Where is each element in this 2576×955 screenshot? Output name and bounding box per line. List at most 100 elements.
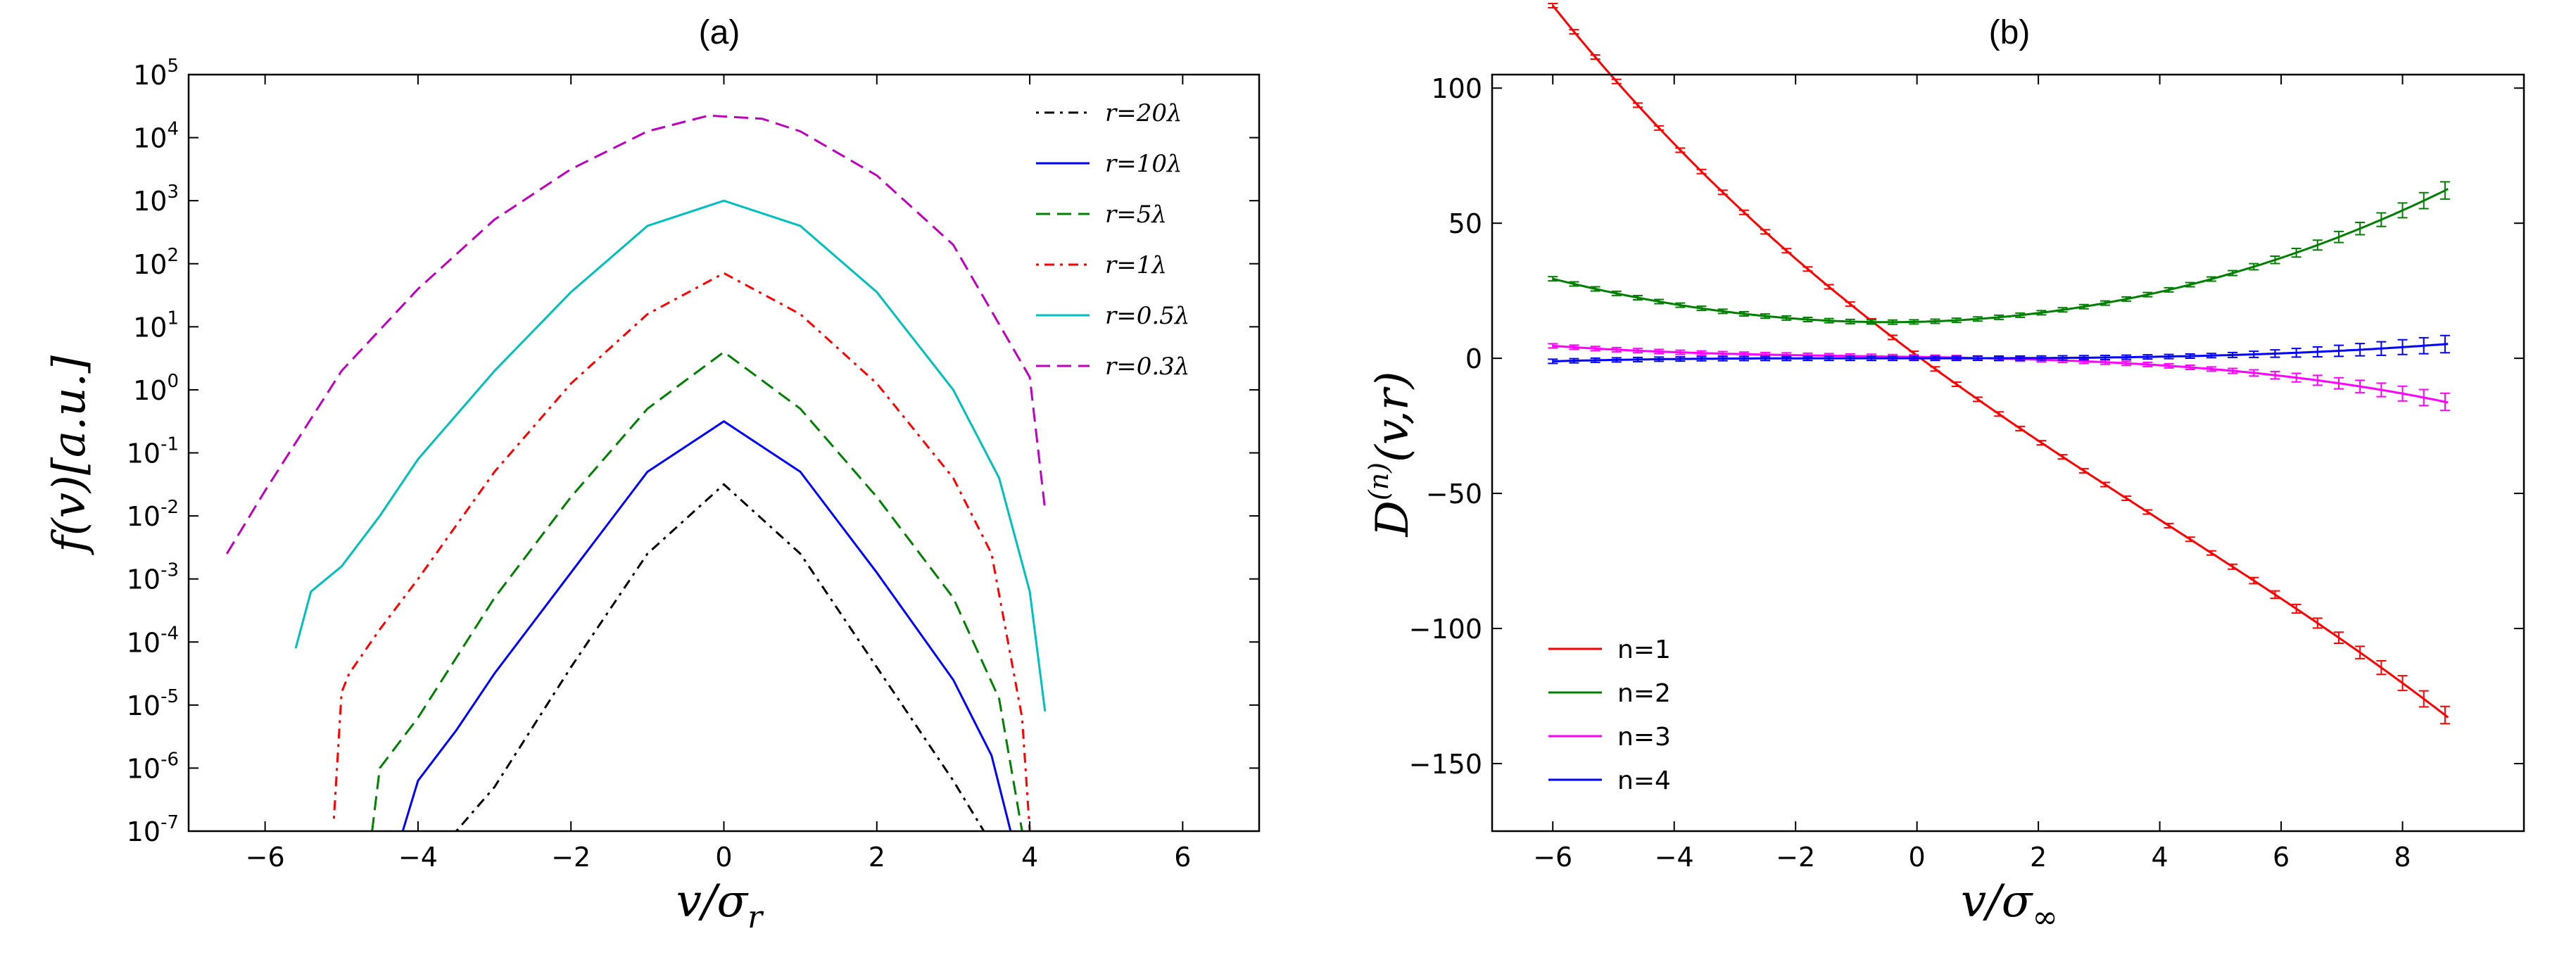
panel-a-series-3 bbox=[371, 350, 1023, 832]
panel-a-series-5 bbox=[294, 199, 1047, 711]
panel-b-point bbox=[1590, 286, 1600, 292]
panel-b-point bbox=[1569, 358, 1579, 364]
panel-b-point bbox=[1548, 2, 1558, 8]
panel-b-point bbox=[2249, 263, 2259, 271]
panel-b-point bbox=[2057, 355, 2068, 361]
panel-b-ytick-label: 100 bbox=[1431, 73, 1482, 104]
panel-a-xtick-label: 2 bbox=[869, 842, 885, 873]
panel-b-point bbox=[2164, 353, 2174, 360]
panel-a-legend-label: r=0.3λ bbox=[1105, 353, 1189, 381]
panel-b-point bbox=[1781, 315, 1792, 321]
panel-b-point bbox=[1845, 318, 1855, 324]
panel-b-point bbox=[1802, 316, 1813, 322]
panel-a-ytick-label: 104 bbox=[133, 119, 179, 154]
panel-a-legend-label: r=5λ bbox=[1105, 201, 1167, 229]
panel-b-point bbox=[2333, 631, 2344, 644]
panel-b-point bbox=[1930, 318, 1940, 324]
panel-b-point bbox=[1675, 147, 1686, 153]
panel-b-point bbox=[1824, 284, 1834, 290]
panel-b-point bbox=[1654, 356, 1665, 362]
panel-b-point bbox=[2142, 291, 2153, 298]
panel-b-ytick-label: −50 bbox=[1426, 479, 1482, 510]
panel-b-point bbox=[1569, 29, 1579, 35]
panel-b-point bbox=[2206, 276, 2216, 282]
panel-b-point bbox=[2121, 360, 2132, 367]
panel-b-point bbox=[1675, 356, 1686, 362]
panel-b-point bbox=[2228, 563, 2238, 570]
panel-b-point bbox=[1866, 355, 1876, 362]
panel-b-point bbox=[2291, 348, 2302, 358]
panel-b-point bbox=[2100, 300, 2110, 306]
panel-b-point bbox=[2206, 366, 2216, 372]
panel-b-point bbox=[2015, 355, 2026, 361]
panel-b-point bbox=[2206, 353, 2216, 359]
panel-b-series-3 bbox=[1548, 343, 2450, 412]
panel-b-point bbox=[2036, 440, 2047, 446]
panel-b-point bbox=[2249, 369, 2259, 377]
panel-b-fit-line bbox=[1552, 4, 2449, 719]
panel-b-point bbox=[2397, 339, 2408, 355]
panel-b-point bbox=[2164, 522, 2174, 529]
panel-a-xtick-label: 0 bbox=[715, 842, 732, 873]
panel-b-point bbox=[2121, 296, 2132, 302]
panel-a-frame bbox=[187, 73, 1261, 833]
panel-b-point bbox=[1548, 358, 1558, 365]
panel-b-legend-label: n=4 bbox=[1617, 766, 1671, 795]
panel-b-point bbox=[1675, 349, 1686, 355]
panel-b-point bbox=[2270, 349, 2280, 358]
panel-b-point bbox=[1696, 168, 1707, 175]
panel-b-point bbox=[2376, 212, 2387, 227]
panel-b-legend-label: n=3 bbox=[1617, 723, 1671, 752]
panel-b-xtick-label: 2 bbox=[2030, 842, 2047, 873]
panel-b-point bbox=[1654, 125, 1665, 131]
panel-b-point bbox=[2121, 495, 2132, 502]
panel-a-ytick-label: 10-4 bbox=[127, 623, 179, 658]
panel-b-ytick-label: 50 bbox=[1448, 208, 1482, 239]
panel-b-point bbox=[1738, 355, 1749, 362]
panel-b-point bbox=[2312, 239, 2323, 251]
panel-b-point bbox=[1632, 102, 1643, 108]
panel-b-point bbox=[1590, 357, 1600, 363]
panel-a-ytick-label: 10-2 bbox=[127, 497, 179, 532]
panel-b-legend-label: n=2 bbox=[1617, 679, 1671, 708]
panel-b-point bbox=[2185, 353, 2195, 359]
panel-a-title: (a) bbox=[699, 14, 740, 51]
panel-a-ytick-label: 103 bbox=[133, 182, 179, 217]
panel-b-point bbox=[1696, 350, 1707, 356]
panel-b-point bbox=[2397, 202, 2408, 219]
panel-b-point bbox=[1972, 396, 1983, 403]
panel-a-legend: r=20λ r=10λ r=5λ r=1λ r=0.5λ r=0.3λ bbox=[1036, 99, 1189, 381]
panel-b-point bbox=[1888, 319, 1898, 325]
panel-b-legend: n=1 n=2 n=3 n=4 bbox=[1548, 635, 1671, 795]
panel-b-series-1 bbox=[1548, 2, 2450, 725]
panel-a-ytick-label: 101 bbox=[133, 308, 179, 343]
panel-b-point bbox=[2312, 617, 2323, 629]
panel-b-point bbox=[1760, 355, 1771, 362]
panel-a-xtick-label: −4 bbox=[398, 842, 438, 873]
panel-b-point bbox=[2249, 350, 2259, 358]
panel-b-point bbox=[2142, 509, 2153, 515]
panel-b-point bbox=[1590, 346, 1600, 352]
panel-b-xtick-label: 4 bbox=[2151, 842, 2168, 873]
panel-b-point bbox=[2439, 705, 2450, 725]
panel-b-point bbox=[2185, 536, 2195, 543]
panel-b-xlabel: v/σ∞ bbox=[1961, 875, 2058, 935]
panel-b-point bbox=[1611, 290, 1622, 296]
panel-b-point bbox=[1738, 310, 1749, 317]
panel-a-series-1 bbox=[455, 483, 985, 832]
panel-b-point bbox=[2100, 481, 2110, 488]
panel-b-point bbox=[2291, 603, 2302, 614]
panel-b-point bbox=[1994, 314, 2004, 320]
panel-a-legend-label: r=10λ bbox=[1105, 150, 1182, 178]
panel-b-point bbox=[1951, 355, 1962, 362]
panel-b-point bbox=[2312, 346, 2323, 358]
panel-b-point bbox=[1951, 381, 1962, 388]
panel-b-point bbox=[2439, 334, 2450, 354]
panel-b-point bbox=[2036, 355, 2047, 361]
panel-b-point bbox=[2418, 388, 2429, 407]
panel-b-point bbox=[1590, 54, 1600, 61]
panel-b-point bbox=[2206, 550, 2216, 556]
panel-b-point bbox=[2333, 377, 2344, 390]
panel-a-series-2 bbox=[401, 419, 1012, 832]
panel-b-point bbox=[1548, 276, 1558, 282]
